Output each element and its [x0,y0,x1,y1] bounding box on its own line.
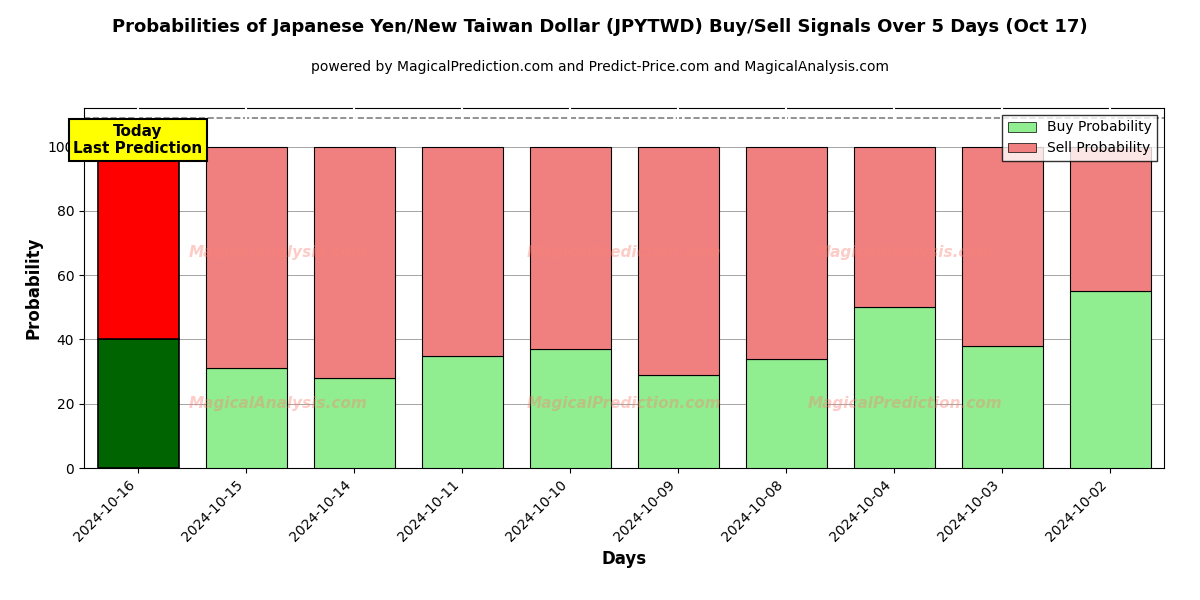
Bar [745,359,827,468]
Bar [637,146,719,375]
Text: Today
Last Prediction: Today Last Prediction [73,124,203,157]
Bar [853,307,935,468]
X-axis label: Days: Days [601,550,647,568]
Text: powered by MagicalPrediction.com and Predict-Price.com and MagicalAnalysis.com: powered by MagicalPrediction.com and Pre… [311,60,889,74]
Bar [745,146,827,359]
Bar [529,349,611,468]
Bar [961,146,1043,346]
Bar [637,375,719,468]
Bar [421,355,503,468]
Bar [205,368,287,468]
Bar [961,346,1043,468]
Bar [1069,291,1151,468]
Bar [1069,146,1151,291]
Bar [853,146,935,307]
Bar [529,146,611,349]
Text: MagicalAnalysis.com: MagicalAnalysis.com [190,245,367,259]
Text: MagicalAnalysis.com: MagicalAnalysis.com [190,396,367,411]
Y-axis label: Probability: Probability [24,237,42,339]
Bar [205,146,287,368]
Bar [421,146,503,355]
Text: Probabilities of Japanese Yen/New Taiwan Dollar (JPYTWD) Buy/Sell Signals Over 5: Probabilities of Japanese Yen/New Taiwan… [112,18,1088,36]
Text: MagicalPrediction.com: MagicalPrediction.com [527,245,721,259]
Bar [313,378,395,468]
Legend: Buy Probability, Sell Probability: Buy Probability, Sell Probability [1002,115,1157,161]
Bar [97,146,179,340]
Text: MagicalPrediction.com: MagicalPrediction.com [527,396,721,411]
Text: MagicalAnalysis.com: MagicalAnalysis.com [816,245,994,259]
Text: MagicalPrediction.com: MagicalPrediction.com [808,396,1002,411]
Bar [97,340,179,468]
Bar [313,146,395,378]
